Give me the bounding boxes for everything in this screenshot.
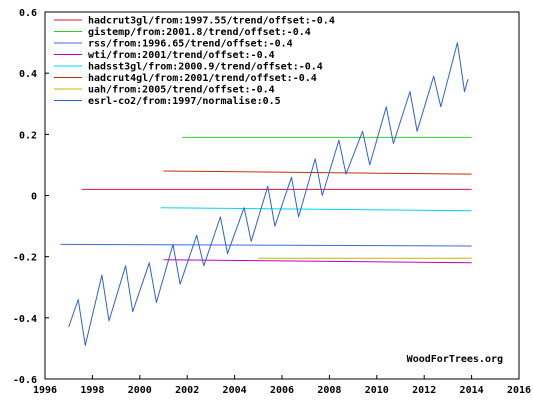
x-tick-label: 1996 <box>33 385 57 396</box>
x-tick-label: 2000 <box>128 385 152 396</box>
legend-label-2: rss/from:1996.65/trend/offset:-0.4 <box>88 39 293 50</box>
legend-label-7: esrl-co2/from:1997/normalise:0.5 <box>88 95 281 107</box>
y-tick-label: 0.4 <box>19 69 37 80</box>
plot-lines <box>60 42 472 346</box>
x-tick-label: 2008 <box>317 385 341 396</box>
x-tick-label: 2004 <box>223 385 247 396</box>
x-tick-label: 2002 <box>175 385 199 396</box>
y-tick-label: 0.2 <box>19 130 37 141</box>
y-tick-label: -0.4 <box>13 314 37 325</box>
legend-label-0: hadcrut3gl/from:1997.55/trend/offset:-0.… <box>88 16 335 27</box>
legend-label-4: hadsst3gl/from:2000.9/trend/offset:-0.4 <box>88 62 323 73</box>
legend-label-1: gistemp/from:2001.8/trend/offset:-0.4 <box>88 26 311 38</box>
watermark: WoodForTrees.org <box>407 354 503 365</box>
tick-labels: 1996 1998 2000 2002 2004 2006 2008 2010 2012 2014… <box>13 8 531 396</box>
x-tick-label: 2012 <box>412 385 436 396</box>
y-tick-label: -0.6 <box>13 375 37 386</box>
y-tick-label: 0 <box>31 192 37 203</box>
y-tick-label: -0.2 <box>13 253 37 264</box>
x-tick-label: 2014 <box>460 385 484 396</box>
legend-label-3: wti/from:2001/trend/offset:-0.4 <box>88 49 275 61</box>
series-line-4 <box>161 207 472 212</box>
legend-label-6: uah/from:2005/trend/offset:-0.4 <box>88 85 275 96</box>
ticks <box>44 11 520 380</box>
x-tick-label: 2010 <box>365 385 389 396</box>
x-tick-label: 2006 <box>270 385 294 396</box>
series-line-7 <box>68 42 469 346</box>
series-line-3 <box>163 259 472 264</box>
legend-label-5: hadcrut4gl/from:2001/trend/offset:-0.4 <box>88 73 317 84</box>
x-tick-label: 1998 <box>80 385 104 396</box>
y-tick-label: 0.6 <box>19 8 37 19</box>
legend: hadcrut3gl/from:1997.55/trend/offset:-0.… <box>54 16 335 107</box>
series-line-2 <box>60 243 472 247</box>
x-tick-label: 2016 <box>507 385 531 396</box>
